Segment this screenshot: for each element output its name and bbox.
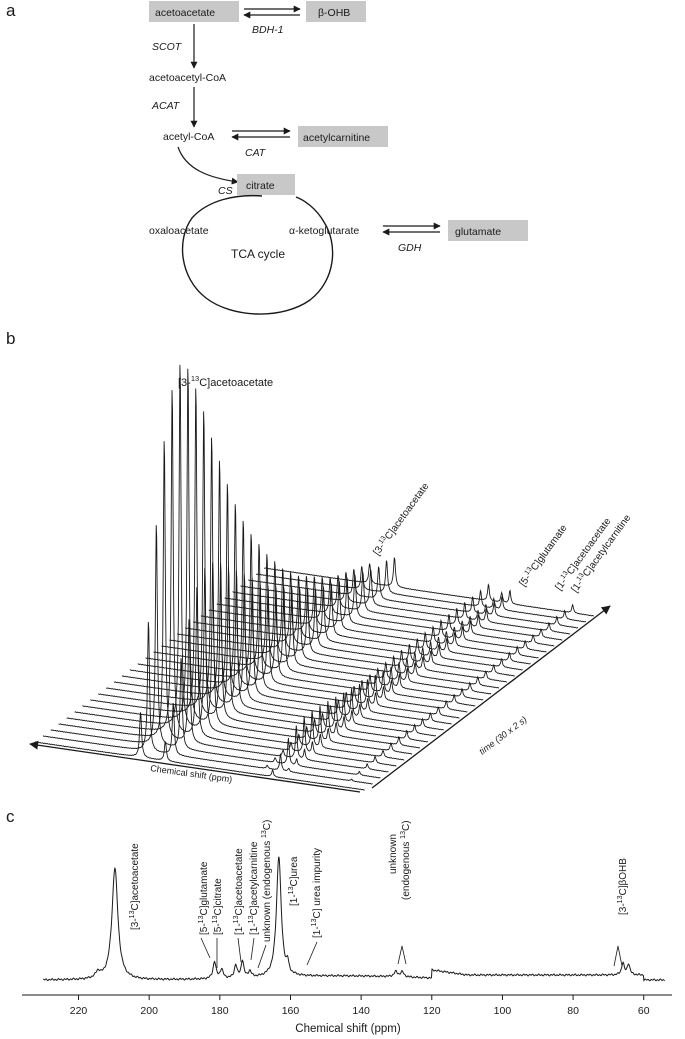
stack-time-axis-label: time (30 x 2 s): [477, 714, 529, 756]
annotation-acetoacetate-c1: [1-13C]acetoacetate: [233, 848, 245, 935]
stack-spectrum-line: [50, 525, 381, 779]
stack-spectrum-line: [176, 568, 507, 683]
stack-time-axis: [371, 605, 611, 789]
annotation-unknown-2-line1: unknown: [388, 834, 399, 874]
scot-label: SCOT: [152, 41, 183, 53]
acat-label: ACAT: [151, 100, 181, 112]
stack-spectrum-line: [74, 364, 405, 761]
stack-spectrum-line: [105, 437, 437, 737]
cs-arrow: [177, 146, 239, 185]
spectrum-line: [43, 856, 665, 982]
stack-spectrum-line: [224, 574, 555, 647]
x-tick-label: 200: [140, 1005, 158, 1017]
x-tick-label: 60: [638, 1005, 650, 1017]
stack-spectrum-line: [255, 560, 587, 623]
annotation-urea: [1-13C]urea: [288, 856, 300, 906]
annotation-acetoacetate: [3-13C]acetoacetate: [129, 843, 141, 930]
stack-shift-axis: [29, 740, 361, 793]
x-tick-label: 140: [352, 1005, 370, 1017]
acetoacetyl-coa-label: acetoacetyl-CoA: [149, 72, 226, 84]
panel-b-label: b: [6, 329, 15, 348]
annotation-unknown-2-line2: (endogenous 13C): [400, 820, 412, 900]
x-axis-label: Chemical shift (ppm): [295, 1023, 401, 1035]
leader-acetoacetate-c1: [237, 937, 242, 963]
stack-spectrum-line: [153, 544, 484, 701]
stack-spectrum-line: [42, 621, 373, 785]
cs-label: CS: [218, 185, 233, 197]
bdh-label: BDH-1: [252, 24, 284, 36]
glutamate-box: [448, 220, 528, 241]
stack-spectrum-line: [34, 712, 365, 791]
panel-a-label: a: [6, 1, 16, 20]
citrate-box: [237, 174, 295, 195]
stack-spectrum-line: [90, 388, 421, 749]
akg-label: α-ketoglutarate: [289, 225, 359, 237]
stack-spectrum-line: [216, 577, 547, 653]
stack-spectrum-line: [248, 566, 579, 629]
stack-spectrum-line: [82, 368, 413, 755]
stack-spectrum-line: [208, 576, 539, 659]
tca-cycle-label: TCA cycle: [231, 247, 285, 261]
x-tick-label: 220: [70, 1005, 88, 1017]
x-axis-ticks: 220 200 180 160 140 120 100 80 60: [70, 995, 650, 1017]
stack-spectrum-line: [58, 441, 389, 773]
tca-cycle-circle: [181, 194, 334, 315]
stack-spectrum-line: [240, 569, 571, 635]
stack-spectrum-line: [232, 571, 563, 641]
glutamate-label: glutamate: [455, 226, 501, 238]
leader-bohb: [613, 945, 623, 967]
leader-acetylcarnitine: [250, 937, 255, 961]
x-tick-label: 100: [494, 1005, 512, 1017]
x-tick-label: 80: [567, 1005, 579, 1017]
oxaloacetate-label: oxaloacetate: [149, 225, 209, 237]
annotation-acetylcarnitine: [1-13C]acetylcarnitine: [248, 841, 260, 935]
panel-b: b Chemical shift (ppm) time (30 x 2 s) […: [6, 329, 634, 793]
annotation-glutamate: [5-13C]glutamate: [198, 861, 210, 935]
annotation-urea-impurity: [1-13C] urea impurity: [311, 848, 323, 938]
acetoacetate-box: [149, 1, 239, 22]
leader-unknown-1: [257, 944, 267, 969]
stack-label-acetoacetate-small: [3-13C]acetoacetate: [371, 480, 432, 558]
annotation-bohb: [3-13C]βOHB: [617, 858, 629, 915]
bohb-label: β-OHB: [318, 7, 350, 19]
stack-spectrum-line: [145, 534, 476, 707]
panel-a: a acetoacetate β-OHB BDH-1 SCOT acetoace…: [6, 1, 528, 315]
stack-label-acetoacetate-large: [3-13C]acetoacetate: [178, 374, 273, 389]
acetyl-coa-label: acetyl-CoA: [163, 131, 214, 143]
stack-spectrum-line: [200, 576, 531, 665]
stack-spectrum-line: [161, 554, 492, 695]
x-tick-label: 120: [423, 1005, 441, 1017]
stack-spectrum-line: [185, 572, 515, 677]
acetylcarnitine-box: [298, 126, 388, 147]
panel-c-label: c: [6, 807, 15, 826]
stack-spectrum-line: [264, 557, 595, 617]
stack-spectrum-line: [66, 390, 397, 767]
gdh-label: GDH: [398, 242, 422, 254]
stack-spectrum-line: [97, 411, 428, 743]
acetylcarnitine-label: acetylcarnitine: [303, 132, 370, 144]
x-tick-label: 160: [282, 1005, 300, 1017]
leader-unknown-2: [397, 945, 407, 965]
annotation-leaders: [200, 937, 623, 969]
leader-urea-impurity: [306, 941, 318, 966]
stack-spectrum-line: [192, 575, 523, 671]
stack-spectrum-line: [169, 561, 500, 689]
annotation-unknown-1: unknown (endogenous 13C): [261, 820, 273, 942]
spectra-stack: [34, 364, 595, 791]
cat-label: CAT: [245, 147, 267, 159]
acetoacetate-label: acetoacetate: [155, 7, 215, 19]
citrate-label: citrate: [246, 180, 275, 192]
annotation-citrate: [5-13C]citrate: [212, 878, 224, 935]
panel-c: c 220 200 180 160 140 120 100 80 60 Chemical shi…: [6, 807, 672, 1035]
x-tick-label: 180: [211, 1005, 229, 1017]
stack-shift-axis-label: Chemical shift (ppm): [150, 763, 233, 784]
bohb-box: [306, 1, 366, 22]
leader-glutamate: [200, 937, 211, 959]
